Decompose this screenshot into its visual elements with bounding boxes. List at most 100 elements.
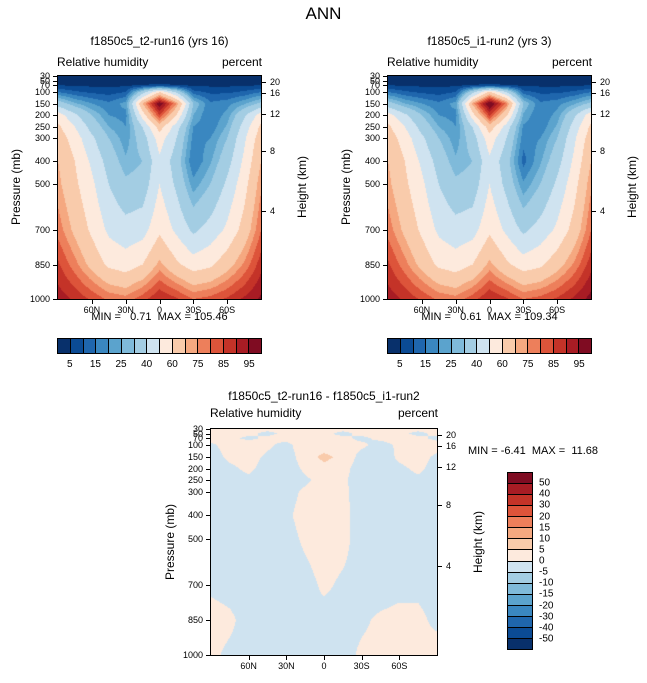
units-label: percent	[221, 55, 262, 69]
colorbar-tick-label: -50	[539, 633, 554, 645]
colorbar-difference: 50 40 30 20 15 10 5 0 -5 -10 -15 -20 -30 -40 -50	[507, 472, 553, 650]
latitude-tick-mark	[324, 655, 325, 660]
pressure-axis-label: Pressure (mb)	[163, 503, 177, 581]
latitude-tick-label: 30S	[515, 305, 532, 315]
height-tick-mark	[437, 565, 442, 567]
latitude-tick-label: 30N	[278, 661, 295, 671]
height-tick-mark	[261, 150, 266, 152]
latitude-tick-mark	[91, 299, 93, 304]
pressure-tick-label: 250	[34, 121, 50, 132]
pressure-tick-label: 50	[192, 428, 203, 439]
pressure-tick-label: 100	[364, 87, 380, 98]
pressure-tick-label: 30	[192, 424, 203, 434]
colorbar-tick-label: -10	[539, 577, 554, 589]
colorbar-cell	[578, 339, 591, 353]
pressure-tick-label: 200	[187, 463, 203, 474]
colorbar-tick-label: 60	[496, 359, 508, 370]
colorbar-cell	[171, 339, 185, 353]
colorbar-cell	[508, 473, 532, 484]
latitude-tick-label: 60S	[391, 661, 408, 671]
height-tick-label: 16	[600, 87, 611, 98]
colorbar-tick-label: 20	[539, 511, 551, 522]
colorbar-tick-label: 85	[218, 359, 230, 370]
contour-plot-canvas	[388, 76, 591, 299]
colorbar-cell	[508, 505, 532, 517]
colorbar-cell	[450, 339, 464, 353]
pressure-tick-mark	[53, 184, 58, 186]
pressure-tick-mark	[206, 620, 211, 622]
units-label: percent	[551, 55, 592, 69]
height-tick-mark	[261, 92, 266, 94]
colorbar-tick-label: 15	[419, 359, 431, 370]
colorbar-cell	[508, 593, 532, 605]
colorbar-cell	[508, 527, 532, 539]
pressure-tick-mark	[383, 138, 388, 140]
pressure-tick-label: 300	[364, 133, 380, 144]
colorbar-cell	[540, 339, 553, 353]
pressure-tick-mark	[206, 429, 211, 430]
contour-plot-run1: 30 50 70 100 150 200 250 300 400 500 700 850 1000 20 1…	[30, 71, 280, 315]
pressure-axis-label: Pressure (mb)	[9, 148, 23, 226]
colorbar-cell	[108, 339, 121, 353]
latitude-tick-label: 30N	[447, 305, 464, 315]
colorbar-cell	[514, 339, 528, 353]
pressure-tick-mark	[53, 161, 58, 163]
pressure-tick-mark	[383, 161, 388, 163]
latitude-tick-label: 60N	[413, 305, 431, 315]
pressure-tick-label: 700	[34, 225, 50, 236]
colorbar-cell	[501, 339, 515, 353]
pressure-tick-label: 850	[187, 615, 203, 626]
pressure-tick-label: 700	[187, 580, 203, 591]
height-axis-label: Height (km)	[471, 510, 485, 574]
height-tick-label: 12	[270, 108, 281, 119]
pressure-tick-mark	[53, 126, 58, 128]
pressure-tick-label: 400	[34, 156, 50, 167]
height-tick-label: 20	[600, 76, 611, 87]
pressure-tick-mark	[53, 115, 58, 117]
colorbar-cell	[159, 339, 172, 353]
pressure-tick-mark	[383, 92, 388, 94]
pressure-tick-mark	[383, 184, 388, 186]
pressure-tick-label: 30	[39, 71, 50, 81]
pressure-tick-mark	[53, 76, 58, 77]
min-max-text-run1: MIN = 0.71 MAX = 105.46	[91, 311, 228, 323]
colorbar-cell	[133, 339, 147, 353]
pressure-tick-label: 850	[34, 259, 50, 270]
pressure-tick-label: 70	[192, 433, 203, 444]
colorbar-run2: 5 15 25 40 60 75 85 95	[387, 338, 592, 370]
colorbar-tick-label: 95	[243, 359, 255, 370]
pressure-tick-mark	[53, 138, 58, 140]
pressure-tick-label: 150	[364, 98, 380, 109]
pressure-tick-label: 400	[364, 156, 380, 167]
colorbar-cell	[508, 483, 532, 495]
pressure-tick-label: 150	[34, 98, 50, 109]
colorbar-cell	[210, 339, 223, 353]
height-tick-mark	[591, 150, 596, 152]
colorbar-cell	[120, 339, 134, 353]
colorbar-tick-label: -20	[539, 600, 554, 611]
pressure-tick-label: 300	[187, 486, 203, 497]
field-label: Relative humidity	[210, 406, 302, 420]
pressure-tick-mark	[383, 126, 388, 128]
colorbar-cell	[508, 615, 532, 627]
latitude-tick-mark	[557, 299, 559, 304]
latitude-tick-mark	[523, 299, 525, 304]
height-tick-mark	[261, 81, 266, 83]
pressure-tick-label: 70	[39, 80, 50, 91]
colorbar-tick-label: -5	[539, 566, 548, 578]
page-title: ANN	[305, 4, 342, 23]
pressure-tick-mark	[383, 103, 388, 105]
colorbar-cells	[57, 338, 262, 354]
height-tick-label: 20	[446, 429, 457, 440]
latitude-tick-label: 0	[486, 305, 493, 315]
colorbar-tick-label: 5	[397, 359, 403, 370]
pressure-tick-mark	[206, 438, 211, 440]
pressure-tick-label: 500	[364, 179, 380, 190]
panel-title-difference: f1850c5_t2-run16 - f1850c5_i1-run2	[228, 389, 420, 403]
height-tick-mark	[437, 434, 442, 436]
height-tick-label: 4	[270, 205, 276, 216]
colorbar-cell	[425, 339, 438, 353]
min-max-text-run2: MIN = 0.61 MAX = 109.34	[421, 311, 558, 323]
colorbar-cell	[82, 339, 96, 353]
pressure-tick-mark	[53, 230, 58, 232]
